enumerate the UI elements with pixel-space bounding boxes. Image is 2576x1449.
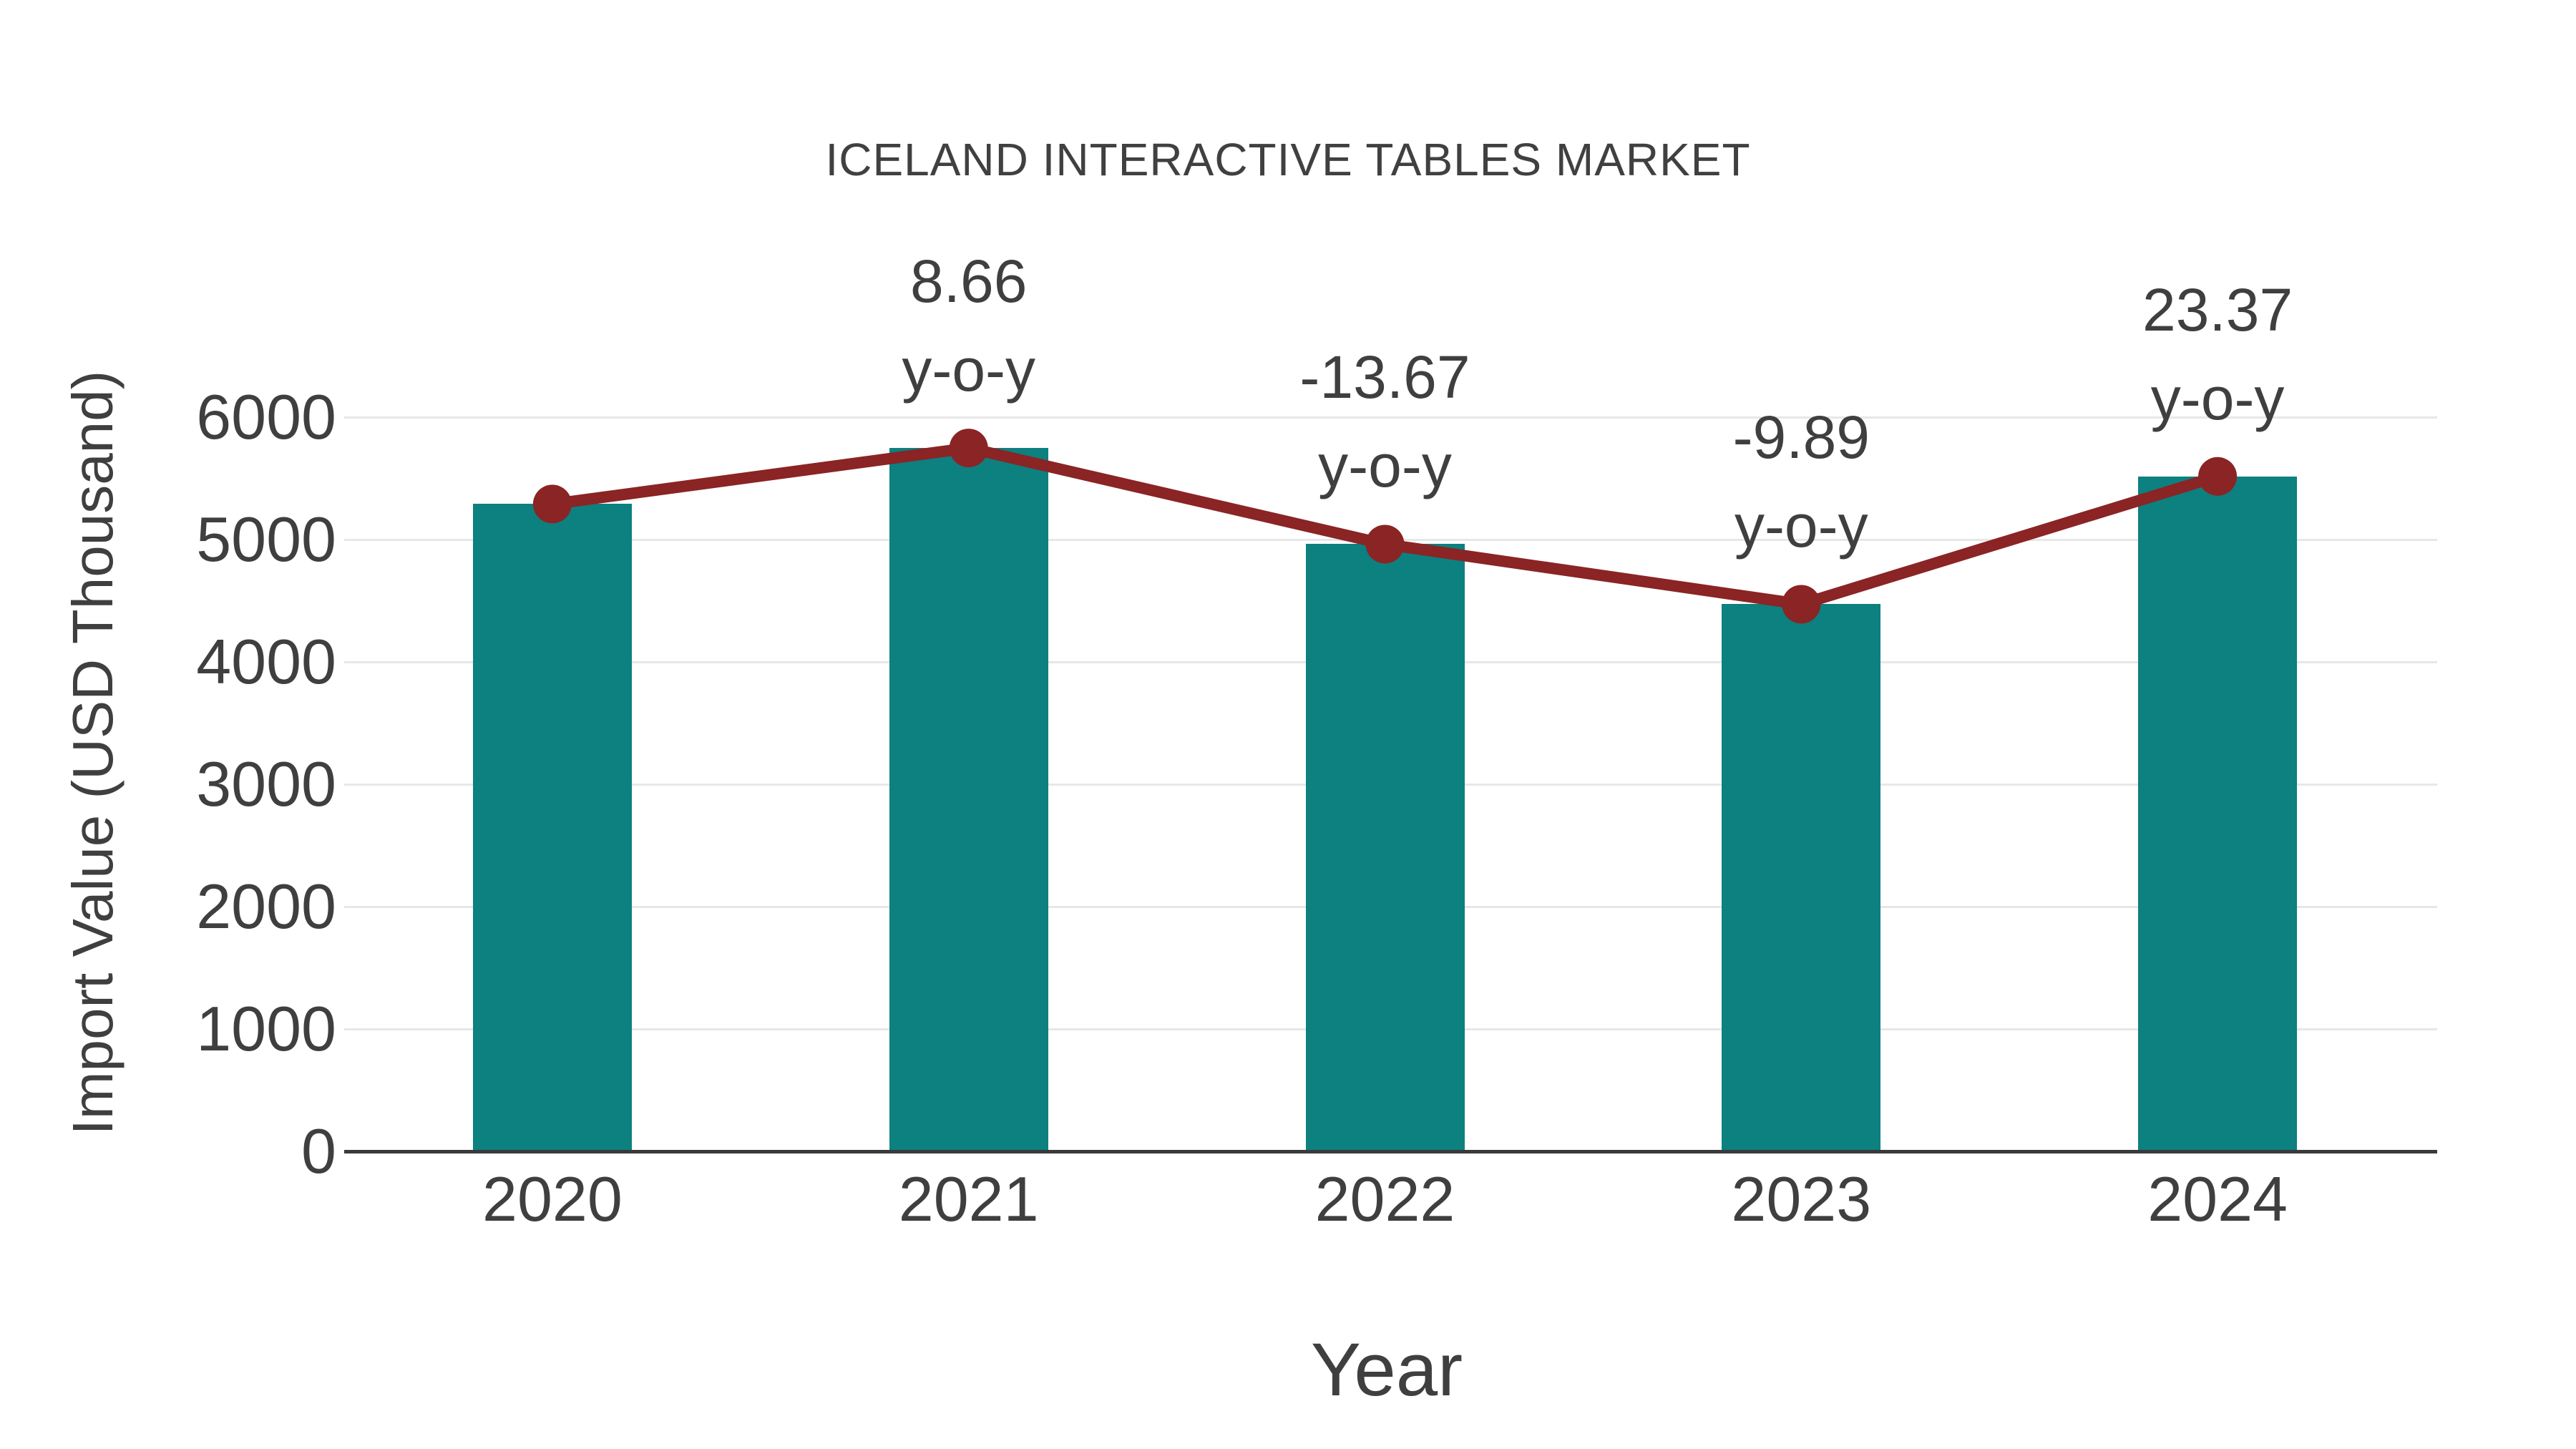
annotation-2024: 23.37 y-o-y	[1989, 265, 2446, 443]
y-tick-label-5000: 5000	[196, 504, 336, 575]
x-axis-line	[344, 1150, 2437, 1153]
annotation-2023-line-1: -9.89	[1732, 404, 1870, 472]
data-point-marker-2022	[1365, 525, 1405, 564]
y-tick-label-4000: 4000	[196, 626, 336, 697]
y-tick-label-2000: 2000	[196, 871, 336, 942]
data-point-marker-2021	[949, 429, 988, 468]
x-tick-label-2021: 2021	[898, 1163, 1039, 1234]
y-tick-label-6000: 6000	[196, 381, 336, 452]
bar-2021	[889, 448, 1048, 1151]
gridline-6000	[344, 416, 2437, 419]
annotation-2023: -9.89 y-o-y	[1572, 393, 2030, 570]
x-axis-label: Year	[1310, 1328, 1463, 1412]
bar-2024	[2138, 476, 2298, 1151]
x-tick-label-2020: 2020	[482, 1163, 623, 1234]
bar-2023	[1722, 604, 1881, 1151]
x-tick-label-2024: 2024	[2147, 1163, 2288, 1234]
annotation-2022: -13.67 y-o-y	[1156, 333, 1614, 510]
data-point-marker-2023	[1782, 585, 1821, 624]
data-point-marker-2024	[2198, 457, 2238, 496]
bar-2022	[1305, 544, 1465, 1151]
y-tick-label-3000: 3000	[196, 748, 336, 819]
chart-title: ICELAND INTERACTIVE TABLES MARKET	[825, 134, 1751, 185]
y-tick-label-1000: 1000	[196, 993, 336, 1064]
annotation-2023-line-2: y-o-y	[1734, 492, 1868, 560]
annotation-2024-line-1: 23.37	[2142, 275, 2293, 343]
annotation-2021-line-1: 8.66	[909, 248, 1028, 316]
x-tick-label-2022: 2022	[1314, 1163, 1455, 1234]
data-point-marker-2020	[532, 484, 572, 524]
annotation-2021: 8.66 y-o-y	[740, 237, 1198, 414]
annotation-2021-line-2: y-o-y	[902, 336, 1036, 404]
x-tick-label-2023: 2023	[1731, 1163, 1872, 1234]
y-tick-label-0: 0	[301, 1116, 336, 1186]
annotation-2024-line-2: y-o-y	[2150, 364, 2285, 432]
annotation-2022-line-1: -13.67	[1299, 343, 1470, 411]
annotation-2022-line-2: y-o-y	[1318, 432, 1452, 500]
bar-2020	[472, 504, 632, 1151]
